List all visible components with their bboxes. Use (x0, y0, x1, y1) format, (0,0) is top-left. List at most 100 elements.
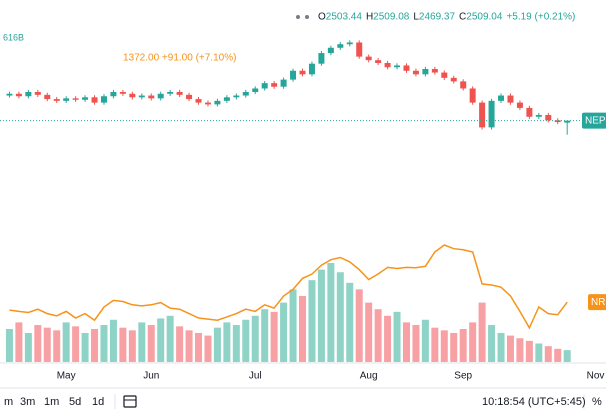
candle-body (157, 93, 164, 99)
volume-bar (478, 302, 486, 362)
percent-toggle[interactable]: % (592, 396, 602, 408)
volume-bar (412, 325, 420, 362)
ohlc-label: C (459, 12, 466, 23)
volume-bar (393, 311, 401, 362)
x-tick-label: May (57, 371, 76, 382)
candle-body (72, 98, 79, 100)
volume-bar (185, 330, 193, 362)
candle-body (498, 95, 505, 101)
volume-bar (563, 350, 571, 362)
volume-bar (469, 322, 477, 362)
volume-bar (421, 319, 429, 362)
candle-body (384, 62, 391, 68)
eye-icon[interactable] (296, 15, 309, 19)
candle-body (129, 93, 136, 98)
candle-body (356, 42, 363, 57)
volume-bar (147, 325, 155, 362)
candle-body (100, 96, 107, 103)
calendar-icon[interactable] (123, 395, 137, 408)
volume-bar (336, 272, 344, 362)
volume-bar (15, 322, 23, 362)
volume-bar (24, 332, 32, 362)
candle-body (516, 102, 523, 108)
candle-body (204, 102, 211, 105)
candle-body (431, 69, 438, 73)
volume-bar (497, 332, 505, 362)
candle-body (564, 120, 571, 123)
volume-bar (62, 322, 70, 362)
x-tick-label: Aug (360, 371, 378, 382)
volume-bar (43, 327, 51, 362)
ohlc-value: 2509.04 (466, 12, 503, 23)
candle-body (299, 70, 306, 75)
volume-bar (384, 315, 392, 362)
candle-body (460, 81, 467, 89)
volume-bar (176, 326, 184, 362)
ohlc-label: H (366, 12, 373, 23)
candle-body (6, 93, 13, 96)
volume-bar (157, 318, 165, 362)
volume-bar (544, 346, 552, 362)
volume-bar (402, 322, 410, 362)
candle-body (82, 97, 89, 100)
volume-bar (100, 325, 108, 362)
indicator-value: 1372.00 +91.00 (+7.10%) (123, 53, 236, 64)
candle-body (412, 70, 419, 75)
indicator-label: NR (591, 297, 605, 308)
candle-body (34, 92, 41, 95)
volume-bar (138, 322, 146, 362)
candle-body (15, 93, 22, 97)
candle-body (138, 95, 145, 98)
candle-body (545, 115, 552, 121)
candle-body (148, 95, 155, 99)
volume-bar (488, 325, 496, 362)
volume-bar (223, 322, 231, 362)
volume-bar (440, 330, 448, 362)
range-button[interactable]: 1d (92, 396, 104, 408)
candle-body (394, 65, 401, 68)
candle-body (554, 120, 561, 123)
x-tick-label: Sep (454, 371, 472, 382)
candle-body (403, 65, 410, 71)
candle-body (346, 42, 353, 45)
volume-bar (280, 302, 288, 362)
volume-bar (317, 269, 325, 362)
volume-bar (535, 343, 543, 362)
volume-bar (459, 329, 467, 362)
ohlc-value: 2469.37 (419, 12, 456, 23)
candle-body (526, 107, 533, 117)
candle-body (535, 115, 542, 117)
volume-bar (5, 329, 13, 362)
candle-body (441, 72, 448, 78)
candle-body (223, 97, 230, 101)
volume-bar (261, 309, 269, 362)
candle-body (233, 95, 240, 98)
candle-body (479, 102, 486, 128)
clock: 10:18:54 (UTC+5:45) (482, 396, 586, 408)
range-button[interactable]: 5d (69, 396, 81, 408)
range-button[interactable]: 3m (20, 396, 35, 408)
volume-bar (128, 330, 136, 362)
volume-bar (374, 309, 382, 362)
x-tick-label: Jun (143, 371, 159, 382)
volume-bar (242, 319, 250, 362)
volume-bar (204, 335, 212, 362)
volume-bar (81, 332, 89, 362)
candle-body (469, 88, 476, 103)
candle-body (44, 94, 51, 100)
volume-bar (327, 263, 335, 362)
candle-body (176, 92, 183, 95)
volume-label: 616B (3, 32, 24, 42)
volume-bar (516, 338, 524, 362)
indicator-label-box (588, 294, 606, 311)
candle-body (290, 70, 297, 80)
price-label: NEPS (585, 115, 606, 126)
range-button[interactable]: 1m (44, 396, 59, 408)
candle-body (261, 83, 268, 89)
range-button[interactable]: m (4, 396, 13, 408)
ohlc-value: 2509.08 (373, 12, 410, 23)
ohlc-label: O (318, 12, 326, 23)
volume-bar (109, 319, 117, 362)
volume-bar (53, 330, 61, 362)
volume-bar (355, 289, 363, 362)
